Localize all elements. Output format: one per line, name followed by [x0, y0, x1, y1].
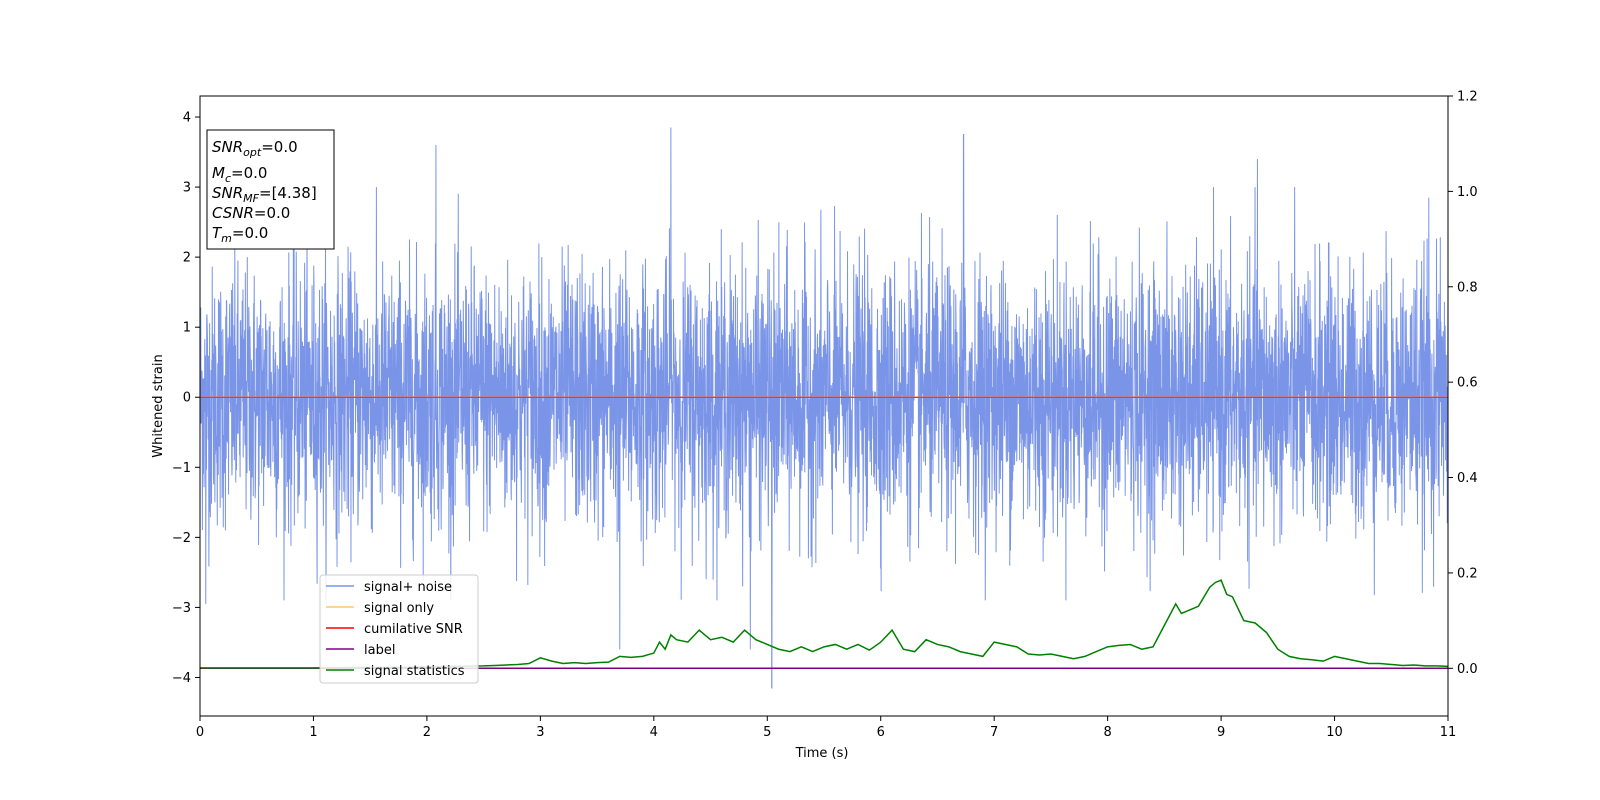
y-tick-label: −2: [172, 531, 191, 546]
y-tick-label: 0: [183, 391, 191, 406]
x-tick-label: 5: [763, 725, 771, 740]
info-snr-mf: SNRMF=[4.38]: [212, 184, 317, 205]
y-tick-label: −4: [172, 671, 191, 686]
y2-tick-label: 0.6: [1457, 376, 1478, 391]
plot-frame: [199, 95, 1449, 717]
legend-entry-signal-noise: signal+ noise: [326, 580, 452, 595]
x-tick-label: 11: [1440, 725, 1457, 740]
x-axis-label: Time (s): [795, 746, 849, 761]
y2-tick-label: 0.8: [1457, 280, 1478, 295]
y2-tick-label: 0.0: [1457, 662, 1478, 677]
info-csnr: CSNR=0.0: [212, 204, 290, 222]
legend-frame: [319, 574, 479, 684]
y-tick-label: −1: [172, 461, 191, 476]
legend-entry-cumulative-snr: cumilative SNR: [326, 622, 463, 637]
y-tick-label: 1: [183, 321, 191, 336]
x-tick-label: 9: [1217, 725, 1225, 740]
signal-statistics-line: [200, 579, 1448, 669]
y-tick-label: −3: [172, 601, 191, 616]
y-axis-label: Whitened strain: [151, 354, 166, 457]
y-axis-ticks: −4 −3 −2 −1 0 1 2 3 4: [172, 111, 200, 686]
y2-tick-label: 0.2: [1457, 566, 1478, 581]
x-tick-label: 3: [536, 725, 544, 740]
x-tick-label: 8: [1103, 725, 1111, 740]
x-tick-label: 10: [1326, 725, 1343, 740]
legend-label: label: [364, 643, 395, 658]
legend-entry-signal-only: signal only: [326, 601, 434, 616]
info-tm: Tm=0.0: [212, 224, 268, 245]
y2-tick-label: 1.2: [1457, 90, 1478, 105]
x-tick-label: 6: [877, 725, 885, 740]
legend-label: signal statistics: [364, 664, 465, 679]
y-tick-label: 2: [183, 251, 191, 266]
x-tick-label: 4: [650, 725, 658, 740]
legend-label: cumilative SNR: [364, 622, 463, 637]
info-box-frame: [206, 129, 335, 250]
signal-noise-line: [200, 127, 1448, 689]
x-tick-label: 1: [309, 725, 317, 740]
x-tick-label: 7: [990, 725, 998, 740]
y2-axis-ticks: 0.0 0.2 0.4 0.6 0.8 1.0 1.2: [1448, 90, 1478, 677]
legend-entry-signal-statistics: signal statistics: [326, 664, 465, 679]
x-tick-label: 0: [196, 725, 204, 740]
info-box: SNRopt=0.0 Mc=0.0 SNRMF=[4.38] CSNR=0.0 …: [206, 129, 335, 250]
y-tick-label: 4: [183, 111, 191, 126]
legend: signal+ noise signal only cumilative SNR…: [319, 574, 479, 684]
legend-label: signal only: [364, 601, 434, 616]
info-mc: Mc=0.0: [212, 164, 267, 185]
y-tick-label: 3: [183, 181, 191, 196]
info-snr-opt: SNRopt=0.0: [212, 138, 298, 159]
y2-tick-label: 0.4: [1457, 471, 1478, 486]
y2-tick-label: 1.0: [1457, 185, 1478, 200]
legend-label: signal+ noise: [364, 580, 452, 595]
legend-entry-label: label: [326, 643, 395, 658]
x-tick-label: 2: [423, 725, 431, 740]
x-axis-ticks: 0 1 2 3 4 5 6 7 8 9 10 11: [196, 716, 1456, 740]
